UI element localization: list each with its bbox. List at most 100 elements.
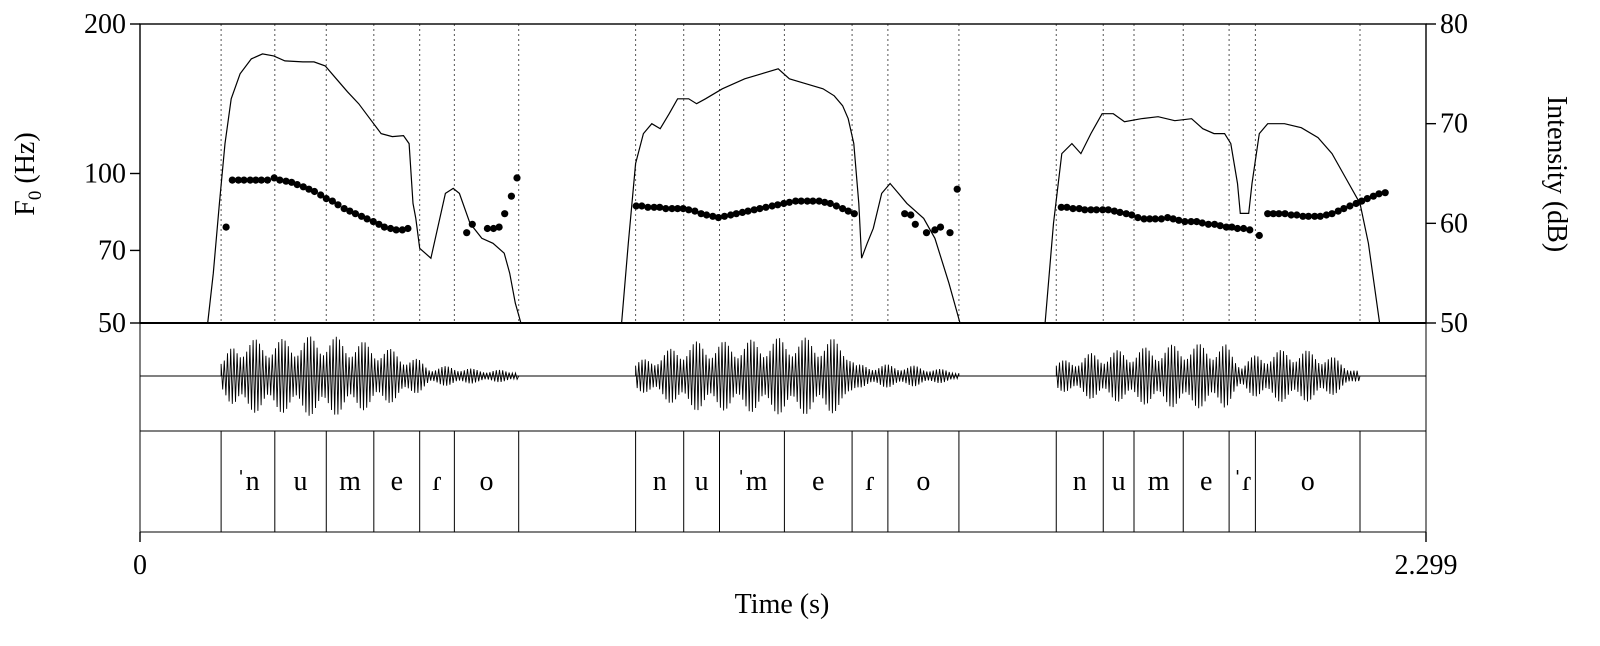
y-left-tick-label-0: 50 — [98, 308, 126, 339]
f0-point-30 — [398, 226, 406, 234]
f0-point-74 — [832, 202, 841, 210]
segment-label-16: ˈɾ — [1233, 466, 1252, 497]
f0-point-54 — [714, 214, 723, 222]
f0-point-127 — [1304, 212, 1313, 220]
axis-ticks: 50 70 100 200 50 60 70 80 — [84, 9, 1468, 542]
segment-guide-lines — [220, 24, 1361, 323]
f0-point-42 — [644, 203, 652, 211]
f0-point-131 — [1328, 210, 1336, 218]
f0-point-5 — [252, 176, 260, 184]
f0-point-4 — [246, 176, 254, 184]
f0-point-1 — [228, 176, 236, 184]
waveform-region-2 — [1055, 344, 1361, 409]
f0-point-71 — [815, 197, 823, 205]
segment-label-11: o — [916, 466, 930, 497]
f0-point-115 — [1228, 223, 1236, 231]
segment-label-0: ˈn — [236, 466, 259, 497]
intensity-line-0 — [207, 53, 522, 324]
f0-point-52 — [703, 211, 711, 219]
f0-point-6 — [257, 176, 265, 184]
y-left-label: F0 (Hz) — [10, 132, 46, 215]
lower-panel-frame — [139, 322, 1427, 533]
f0-point-81 — [922, 229, 931, 237]
f0-point-119 — [1255, 231, 1263, 240]
f0-point-19 — [334, 201, 342, 209]
segment-label-4: ɾ — [432, 466, 441, 497]
segment-label-10: ɾ — [865, 466, 874, 497]
f0-point-48 — [679, 205, 687, 213]
f0-point-21 — [346, 207, 354, 215]
f0-point-125 — [1293, 211, 1301, 219]
f0-point-75 — [839, 205, 847, 213]
f0-point-35 — [489, 224, 498, 233]
f0-point-17 — [322, 195, 330, 203]
f0-point-88 — [1069, 205, 1077, 213]
f0-point-12 — [293, 181, 301, 189]
f0-point-31 — [404, 224, 412, 233]
y-right-tick-label-3: 80 — [1440, 9, 1468, 40]
f0-point-61 — [756, 205, 764, 213]
segment-label-7: u — [695, 466, 709, 497]
f0-point-95 — [1110, 207, 1118, 215]
f0-points-group — [222, 174, 1389, 240]
f0-point-140 — [1381, 189, 1389, 197]
f0-point-10 — [282, 177, 290, 185]
f0-point-55 — [720, 212, 729, 220]
segment-label-6: n — [653, 466, 667, 497]
f0-point-101 — [1146, 215, 1154, 223]
f0-point-50 — [691, 207, 699, 215]
f0-point-133 — [1340, 205, 1348, 213]
f0-point-85 — [953, 185, 961, 193]
f0-point-80 — [911, 220, 919, 228]
f0-point-20 — [340, 205, 348, 213]
f0-point-93 — [1099, 206, 1107, 214]
intensity-curve-group — [207, 53, 1381, 324]
f0-point-49 — [685, 206, 693, 214]
y-left-tick-label-3: 200 — [84, 9, 126, 40]
segment-label-1: u — [294, 466, 308, 497]
y-left-label-rest: (Hz) — [10, 132, 41, 190]
f0-point-78 — [901, 210, 909, 218]
y-left-tick-label-1: 70 — [98, 235, 126, 266]
f0-point-84 — [946, 229, 954, 237]
y-left-label-subscript: 0 — [25, 191, 46, 201]
f0-point-83 — [936, 223, 945, 231]
f0-point-117 — [1240, 224, 1248, 233]
f0-point-36 — [495, 223, 503, 231]
f0-point-2 — [234, 176, 242, 184]
waveform-group — [140, 336, 1426, 416]
f0-point-45 — [662, 205, 670, 213]
y-right-tick-label-1: 60 — [1440, 208, 1468, 239]
f0-point-138 — [1369, 192, 1377, 200]
segment-label-17: o — [1301, 466, 1315, 497]
f0-point-94 — [1104, 206, 1112, 214]
f0-point-98 — [1128, 211, 1136, 219]
f0-point-124 — [1287, 211, 1295, 219]
f0-point-129 — [1316, 212, 1324, 220]
f0-point-128 — [1311, 212, 1319, 220]
segment-label-5: o — [480, 466, 494, 497]
segment-label-13: u — [1112, 466, 1126, 497]
segment-label-9: e — [812, 466, 824, 497]
f0-point-33 — [468, 220, 476, 228]
f0-point-109 — [1193, 218, 1201, 226]
y-right-tick-label-2: 70 — [1440, 109, 1468, 140]
f0-point-39 — [513, 174, 521, 182]
f0-point-25 — [369, 218, 377, 226]
f0-point-82 — [931, 226, 939, 234]
f0-point-106 — [1175, 216, 1183, 224]
f0-point-121 — [1269, 210, 1277, 218]
f0-point-126 — [1299, 212, 1307, 220]
f0-point-63 — [768, 202, 776, 210]
f0-point-0 — [222, 223, 230, 231]
f0-point-76 — [844, 207, 852, 215]
textgrid-tier-group: ˈn u m e ɾ o n u ˈm e ɾ o n u m e ˈɾ o — [220, 431, 1361, 532]
f0-point-32 — [463, 229, 471, 237]
f0-point-77 — [850, 210, 858, 218]
f0-point-97 — [1122, 210, 1130, 218]
f0-point-58 — [738, 208, 747, 216]
f0-point-135 — [1352, 199, 1360, 208]
x-tick-label-start: 0 — [133, 550, 147, 581]
f0-point-60 — [750, 206, 758, 214]
f0-point-26 — [375, 220, 383, 228]
